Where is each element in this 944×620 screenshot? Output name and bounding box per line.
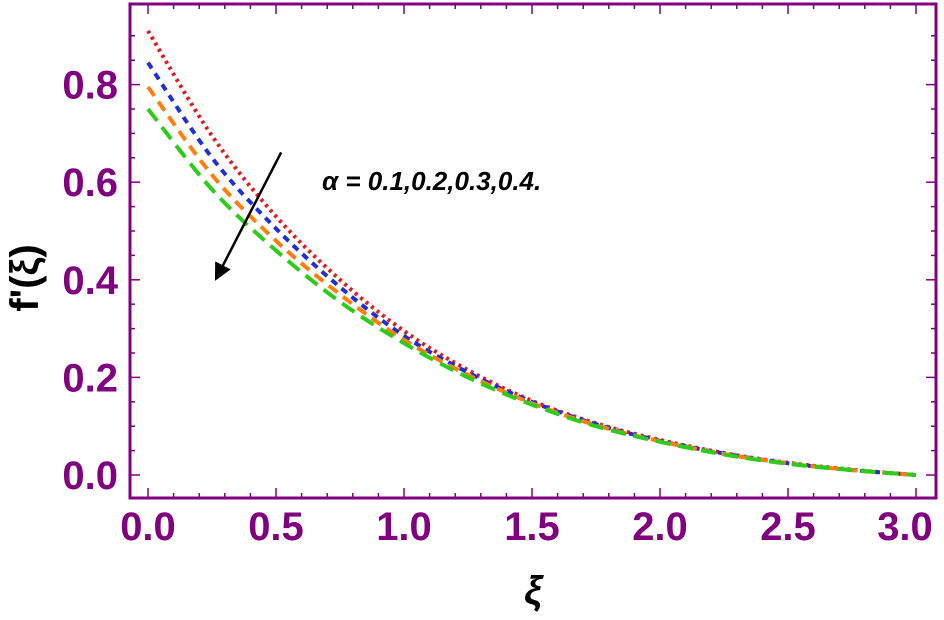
y-tick-label: 0.4 [62, 259, 118, 303]
ticks-layer: 0.0 0.5 1.0 1.5 2.0 2.5 3.0 0.0 0.2 0.4 0.6 0.8 [62, 4, 936, 549]
x-axis-title: ξ [524, 569, 544, 613]
x-tick-label: 1.0 [376, 505, 432, 549]
y-tick-label: 0.6 [62, 161, 118, 205]
series-line-3 [146, 85, 917, 477]
x-tick-label: 2.0 [632, 505, 688, 549]
x-tick-label: 0.0 [120, 505, 176, 549]
series-layer [146, 29, 917, 477]
annotation-text: α = 0.1,0.2,0.3,0.4. [322, 166, 541, 196]
plot-frame [128, 2, 938, 500]
x-tick-label: 0.5 [248, 505, 304, 549]
x-tick-label: 1.5 [504, 505, 560, 549]
series-line-1 [146, 29, 917, 477]
series-line-4 [146, 107, 917, 477]
series-line-2 [146, 61, 917, 477]
annotation-arrow [214, 151, 283, 281]
x-tick-label: 3.0 [877, 505, 933, 549]
x-tick-label: 2.5 [760, 505, 816, 549]
y-tick-label: 0.0 [62, 454, 118, 498]
y-axis-title: f'(ξ) [3, 244, 47, 311]
annotation-layer: α = 0.1,0.2,0.3,0.4. [214, 151, 541, 281]
y-tick-label: 0.2 [62, 356, 118, 400]
y-tick-label: 0.8 [62, 64, 118, 108]
